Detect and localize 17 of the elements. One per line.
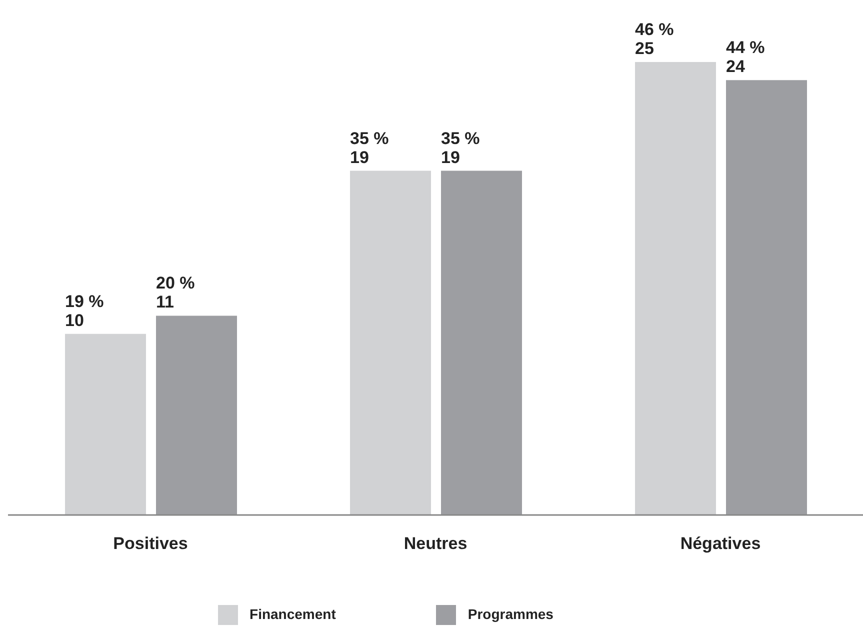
- legend-label: Financement: [250, 606, 336, 622]
- bar: [156, 316, 237, 515]
- x-tick-label: Négatives: [680, 534, 761, 554]
- legend-label: Programmes: [468, 606, 554, 622]
- data-label: 20 % 11: [156, 274, 195, 312]
- data-label: 35 % 19: [441, 128, 480, 167]
- x-tick-label: Positives: [113, 534, 188, 554]
- data-label: 46 % 25: [635, 20, 674, 58]
- data-label: 44 % 24: [726, 38, 765, 76]
- bar: [441, 170, 522, 515]
- data-label: 35 % 19: [350, 128, 389, 167]
- bar: [635, 62, 716, 515]
- x-tick-label: Neutres: [404, 534, 468, 554]
- bar: [65, 334, 146, 515]
- bar: [350, 170, 431, 515]
- data-label: 19 % 10: [65, 292, 104, 330]
- bar: [726, 80, 807, 515]
